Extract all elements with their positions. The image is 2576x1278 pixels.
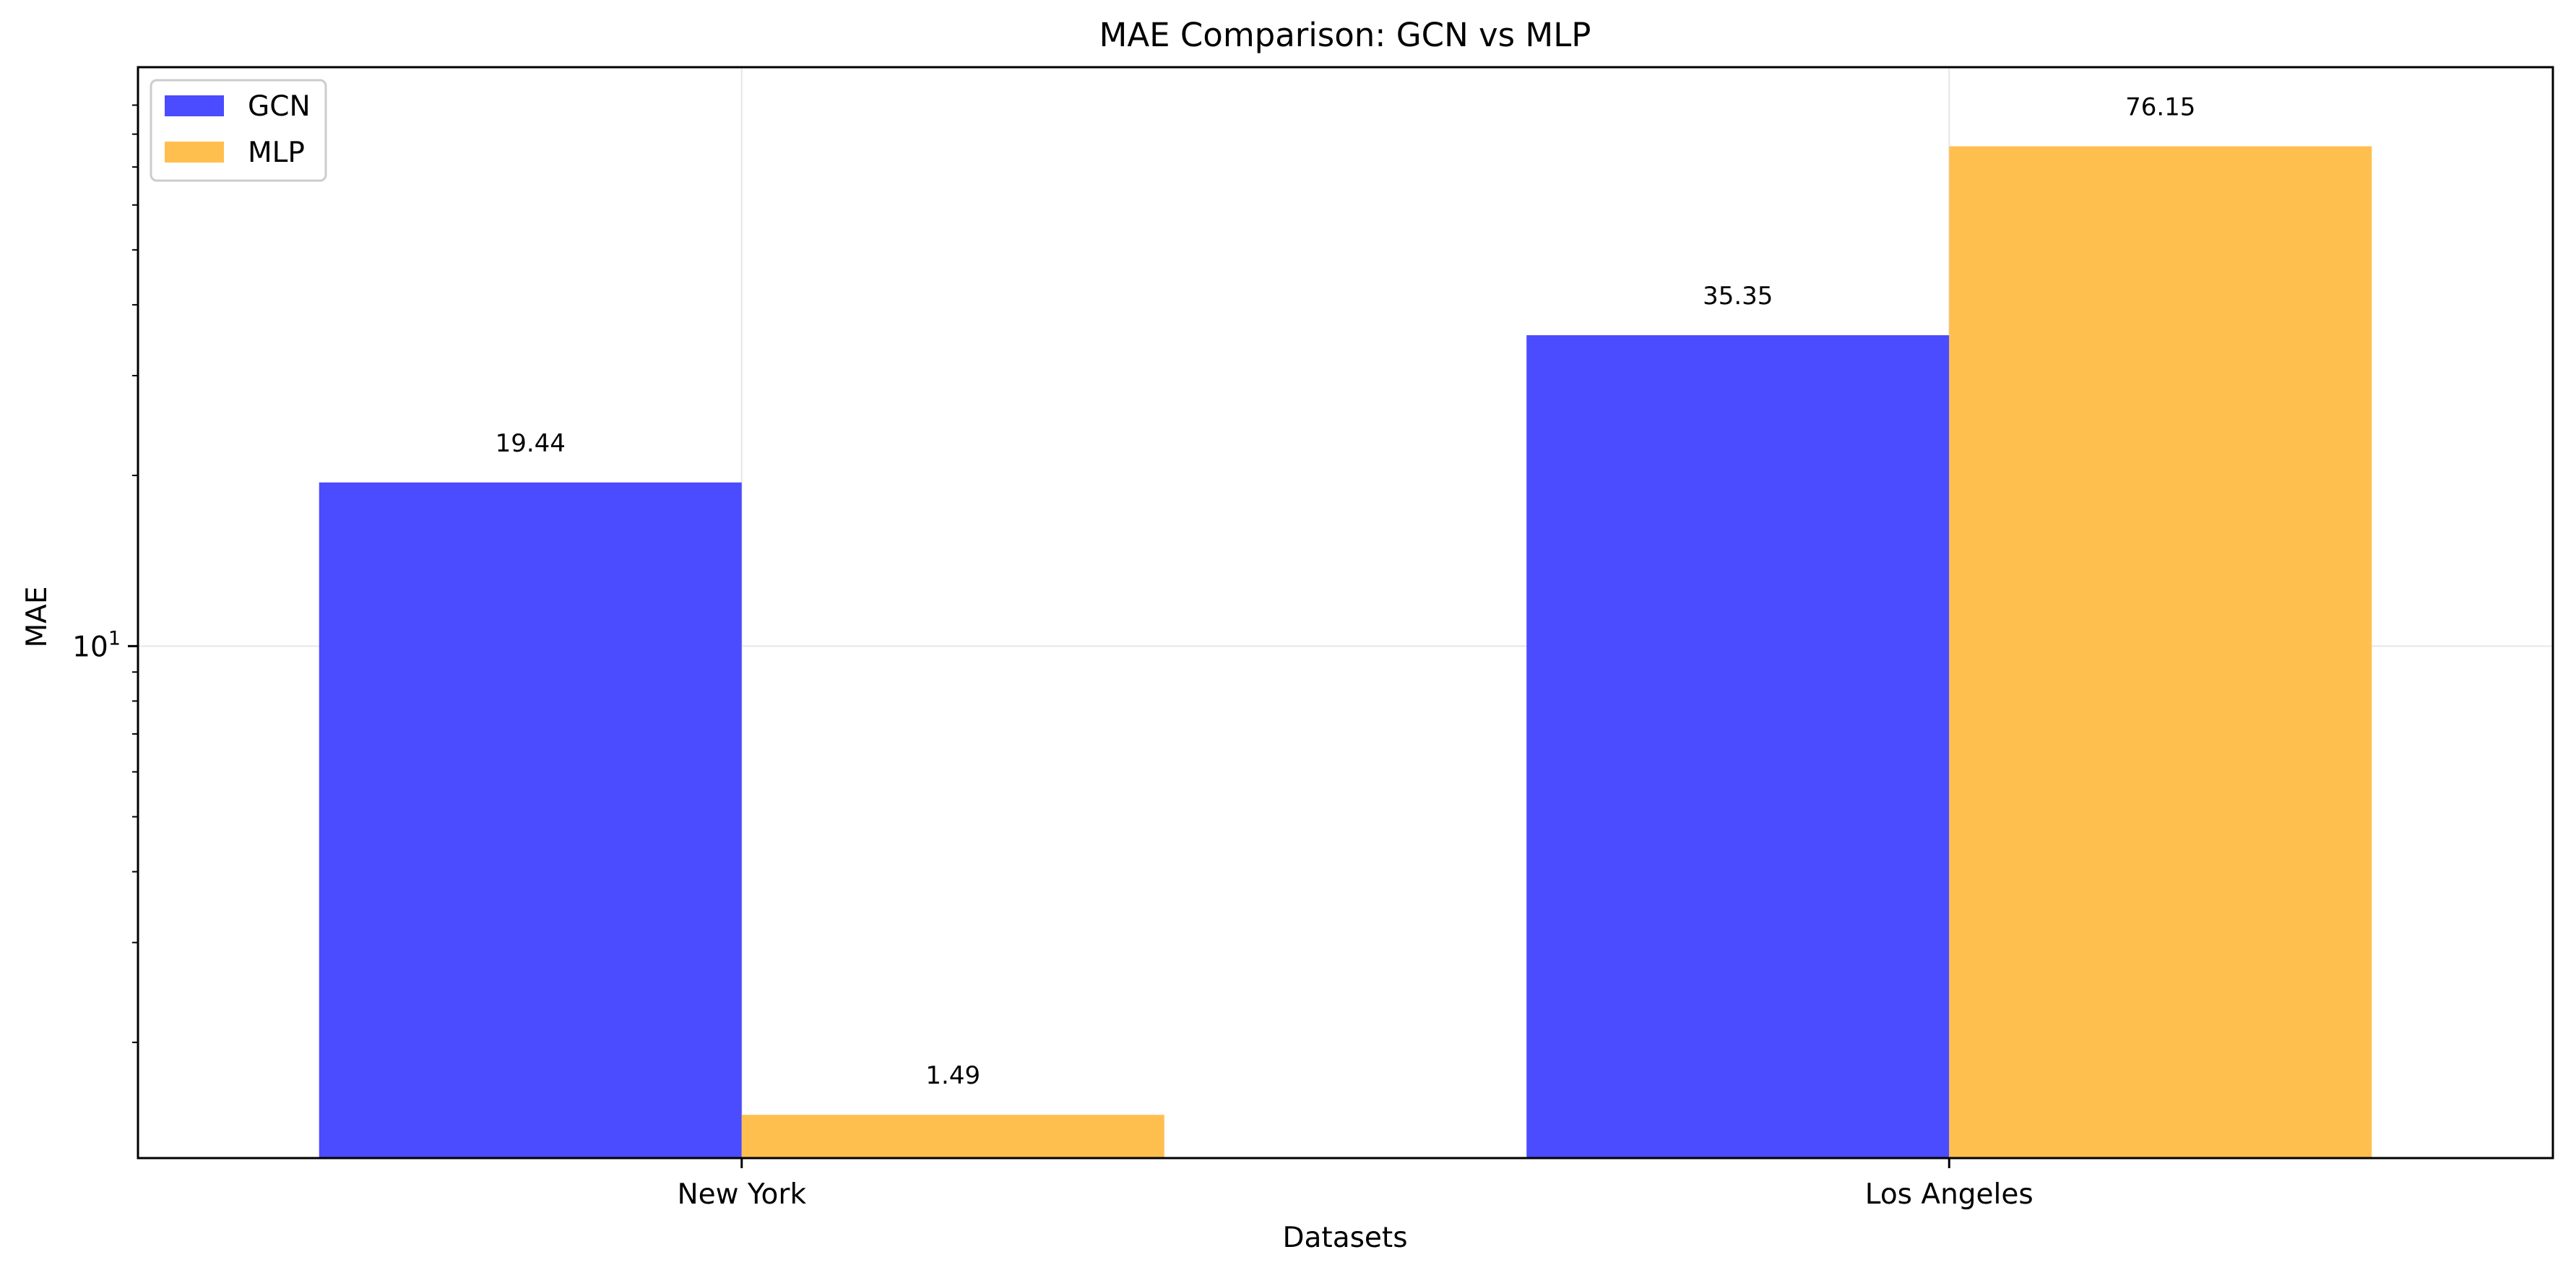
bars [319, 146, 2372, 1158]
legend-label-gcn: GCN [248, 90, 311, 123]
legend-swatch-gcn [165, 95, 224, 116]
y-tick-label: 101 [72, 627, 121, 663]
x-tick-label: New York [677, 1178, 806, 1211]
plot-frame [137, 66, 2554, 1160]
bar-value-label: 76.15 [2125, 92, 2195, 121]
legend-label-mlp: MLP [248, 137, 305, 169]
x-axis-label: Datasets [1282, 1222, 1407, 1254]
bar-value-labels: 19.44 35.35 1.49 76.15 [496, 92, 2196, 1090]
bar-value-label: 35.35 [1703, 282, 1773, 311]
y-axis: 101 [72, 104, 138, 1043]
x-axis: New York Los Angeles [677, 1158, 2033, 1211]
bar-mlp-los-angeles [1949, 146, 2372, 1158]
bar-value-label: 19.44 [496, 429, 566, 458]
bar-gcn-new-york [319, 482, 742, 1158]
bar-mlp-new-york [741, 1115, 1164, 1158]
bar-gcn-los-angeles [1526, 335, 1950, 1158]
bar-value-label: 1.49 [925, 1061, 980, 1090]
x-tick-label: Los Angeles [1865, 1178, 2033, 1211]
chart-title: MAE Comparison: GCN vs MLP [1099, 16, 1591, 54]
legend-swatch-mlp [165, 142, 224, 163]
y-axis-label: MAE [21, 587, 53, 648]
legend: GCN MLP [150, 79, 327, 182]
